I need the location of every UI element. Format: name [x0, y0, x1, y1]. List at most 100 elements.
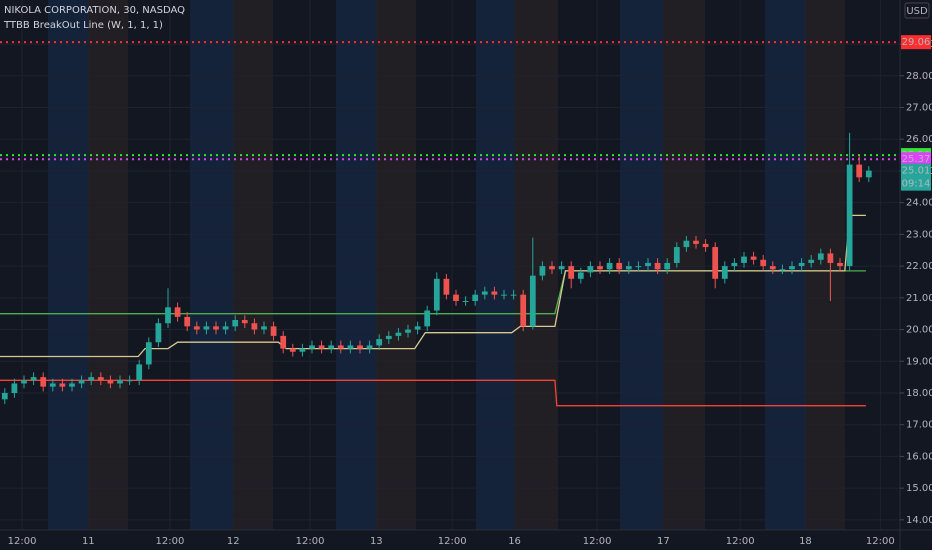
candle-body — [529, 275, 536, 327]
candle-body — [222, 326, 229, 330]
candle-body — [395, 332, 402, 336]
candle-body — [1, 392, 8, 400]
candle-body — [241, 320, 248, 324]
candle-body — [510, 294, 517, 296]
candle-body — [337, 345, 344, 349]
candle-body — [837, 262, 843, 267]
chart-title: NIKOLA CORPORATION, 30, NASDAQ — [4, 5, 185, 16]
candle-body — [357, 345, 363, 349]
candle-body — [97, 377, 104, 381]
session-band — [190, 0, 233, 530]
candle-body — [30, 377, 37, 381]
candle-body — [462, 300, 469, 302]
level-label-box — [901, 35, 931, 50]
y-tick-label: 18.00 — [906, 388, 932, 399]
candle-body — [280, 335, 287, 349]
candle-body — [107, 380, 114, 384]
x-tick-label: 17 — [657, 536, 670, 547]
candle-body — [40, 377, 47, 387]
y-tick-label: 16.00 — [906, 451, 932, 462]
session-band — [476, 0, 515, 530]
level-label-box — [901, 152, 931, 167]
candle-body — [261, 326, 267, 330]
candle-body — [501, 294, 507, 296]
session-band — [515, 0, 558, 530]
x-tick-label: 12:00 — [583, 536, 612, 547]
y-tick-label: 26.00 — [906, 134, 932, 145]
candle-body — [558, 266, 565, 270]
candle-body — [769, 266, 776, 270]
indicator-label: TTBB BreakOut Line (W, 1, 1, 1) — [3, 20, 163, 31]
grid — [0, 0, 900, 530]
candle-body — [750, 256, 757, 260]
candle-body — [731, 262, 738, 267]
candle-body — [299, 348, 306, 352]
x-tick-label: 12:00 — [8, 536, 37, 547]
y-tick-label: 19.00 — [906, 356, 932, 367]
candle-body — [309, 345, 315, 349]
y-tick-label: 27.00 — [906, 103, 932, 114]
session-band — [48, 0, 88, 530]
candle-body — [865, 170, 872, 178]
candle-body — [549, 266, 555, 270]
candle-body — [433, 278, 440, 311]
candle-body — [318, 345, 325, 349]
candle-body — [88, 377, 95, 381]
last-price-box — [901, 163, 931, 191]
candle-body — [673, 247, 680, 263]
y-tick-label: 24.00 — [906, 198, 932, 209]
candle-body — [779, 269, 786, 271]
candle-body — [481, 291, 488, 295]
candle-body — [539, 266, 546, 276]
candle-body — [376, 339, 383, 346]
x-tick-label: 13 — [370, 536, 383, 547]
candle-body — [616, 262, 623, 270]
x-tick-label: 12:00 — [296, 536, 325, 547]
y-tick-label: 22.00 — [906, 261, 932, 272]
candle-body — [827, 253, 834, 263]
indicator-line — [0, 214, 866, 358]
candle-body — [136, 364, 143, 381]
x-tick-label: 11 — [82, 536, 95, 547]
candle-body — [232, 320, 239, 327]
candle-body — [251, 323, 258, 330]
session-band — [376, 0, 416, 530]
candle-body — [606, 262, 613, 270]
candle-body — [270, 326, 277, 336]
y-tick-label: 14.00 — [906, 515, 932, 526]
session-band — [88, 0, 128, 530]
indicator-line — [0, 270, 866, 315]
candle-body — [741, 256, 747, 263]
level-label: 29.06 — [902, 37, 931, 48]
candle-body — [760, 259, 767, 267]
candle-body — [414, 326, 421, 330]
currency-box[interactable] — [904, 2, 930, 19]
countdown: 09:14 — [902, 179, 931, 190]
x-tick-label: 18 — [799, 536, 812, 547]
x-tick-label: 16 — [508, 536, 521, 547]
candle-body — [520, 294, 527, 327]
candle-body — [597, 266, 603, 270]
candle-body — [472, 294, 479, 301]
candle-body — [712, 247, 719, 279]
candle-body — [78, 380, 85, 384]
candle-body — [491, 291, 498, 295]
x-tick-label: 12:00 — [438, 536, 467, 547]
currency[interactable]: USD — [906, 6, 928, 17]
y-tick-label: 21.00 — [906, 293, 932, 304]
candle-body — [587, 266, 594, 273]
candle-body — [577, 272, 584, 279]
candle-body — [721, 266, 728, 279]
session-band — [233, 0, 273, 530]
session-band — [336, 0, 376, 530]
candle-body — [155, 323, 162, 343]
candle-body — [453, 294, 459, 301]
candle-body — [693, 240, 699, 244]
candle-body — [366, 345, 373, 349]
candle-body — [808, 259, 815, 263]
candle-body — [126, 380, 133, 382]
candle-body — [184, 316, 191, 327]
candle-body — [289, 348, 296, 352]
x-tick-label: 12 — [227, 536, 240, 547]
level-label: 25.37 — [902, 154, 931, 165]
